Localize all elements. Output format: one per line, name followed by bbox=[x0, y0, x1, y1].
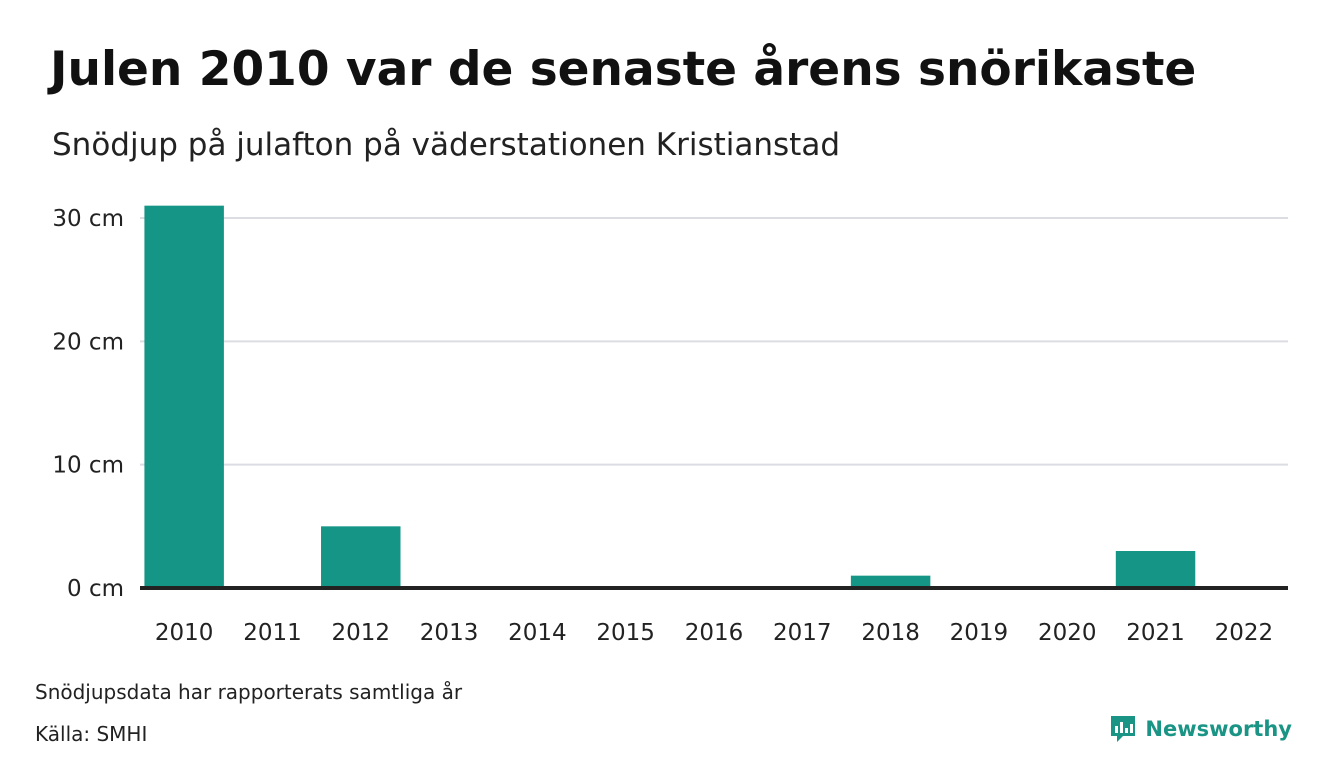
x-tick-label: 2020 bbox=[1038, 620, 1097, 646]
bar bbox=[321, 526, 401, 588]
source-note: Källa: SMHI bbox=[35, 722, 148, 746]
y-tick-label: 10 cm bbox=[52, 453, 124, 479]
chart-subtitle: Snödjup på julafton på väderstationen Kr… bbox=[52, 127, 841, 163]
x-tick-label: 2015 bbox=[596, 620, 655, 646]
x-tick-label: 2019 bbox=[950, 620, 1009, 646]
bar bbox=[144, 205, 224, 588]
brand: Newsworthy bbox=[1109, 714, 1292, 744]
footnote: Snödjupsdata har rapporterats samtliga å… bbox=[35, 680, 463, 704]
x-tick-label: 2022 bbox=[1215, 620, 1274, 646]
x-tick-label: 2012 bbox=[331, 620, 390, 646]
x-tick-label: 2011 bbox=[243, 620, 302, 646]
x-tick-label: 2010 bbox=[155, 620, 214, 646]
brand-name: Newsworthy bbox=[1145, 717, 1292, 741]
x-tick-label: 2016 bbox=[685, 620, 744, 646]
bar bbox=[850, 575, 931, 588]
x-tick-label: 2013 bbox=[420, 620, 479, 646]
x-tick-label: 2014 bbox=[508, 620, 567, 646]
chart-title: Julen 2010 var de senaste årens snörikas… bbox=[50, 42, 1197, 97]
x-tick-label: 2018 bbox=[861, 620, 920, 646]
y-tick-label: 30 cm bbox=[52, 206, 124, 232]
newsworthy-logo-icon bbox=[1111, 716, 1136, 742]
bar bbox=[1115, 551, 1196, 588]
x-tick-label: 2017 bbox=[773, 620, 832, 646]
y-tick-label: 20 cm bbox=[52, 329, 124, 355]
y-tick-label: 0 cm bbox=[67, 576, 124, 602]
x-tick-label: 2021 bbox=[1126, 620, 1185, 646]
bar-chart: 0 cm 10 cm 20 cm 30 cm 2010 2011 2012 2013 2014 2… bbox=[52, 205, 1288, 646]
